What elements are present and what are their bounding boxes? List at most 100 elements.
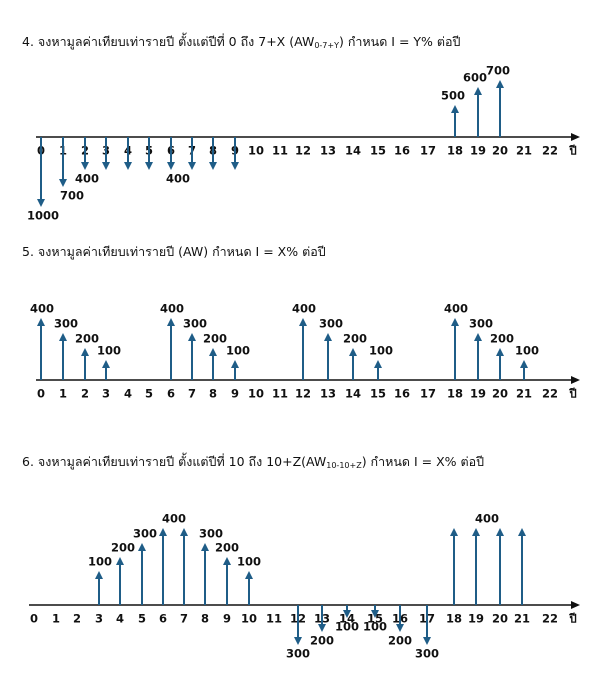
year-label: 1 bbox=[59, 387, 67, 401]
cash-flow-label: 100 bbox=[88, 555, 112, 569]
year-unit: ปี bbox=[569, 144, 577, 158]
cash-flow-label: 400 bbox=[475, 512, 499, 526]
year-label: 3 bbox=[102, 387, 110, 401]
year-label: 21 bbox=[514, 612, 530, 626]
arrowhead bbox=[231, 360, 239, 368]
year-label: 5 bbox=[138, 612, 146, 626]
cash-flow-label: 600 bbox=[463, 71, 487, 85]
year-label: 11 bbox=[272, 144, 288, 158]
year-label: 4 bbox=[116, 612, 124, 626]
cash-flow-label: 100 bbox=[515, 344, 539, 358]
title-tail: ) กำหนด I = X% ต่อปี bbox=[362, 454, 484, 469]
axis-arrowhead bbox=[571, 133, 580, 141]
year-label: 20 bbox=[492, 387, 508, 401]
cash-flow-label: 300 bbox=[183, 317, 207, 331]
arrowhead bbox=[167, 318, 175, 326]
cash-flow-label: 100 bbox=[237, 555, 261, 569]
year-label: 8 bbox=[201, 612, 209, 626]
arrowhead bbox=[474, 87, 482, 95]
year-label: 9 bbox=[231, 387, 239, 401]
cash-flow-label: 700 bbox=[60, 189, 84, 203]
arrowhead bbox=[102, 360, 110, 368]
year-label: 2 bbox=[73, 612, 81, 626]
cash-flow-label: 400 bbox=[160, 302, 184, 316]
cash-flow-label: 300 bbox=[469, 317, 493, 331]
year-label: 7 bbox=[188, 387, 196, 401]
cash-flow-label: 400 bbox=[30, 302, 54, 316]
cash-flow-label: 500 bbox=[441, 89, 465, 103]
year-label: 15 bbox=[370, 144, 386, 158]
year-label: 16 bbox=[394, 387, 410, 401]
arrowhead bbox=[188, 333, 196, 341]
arrowhead bbox=[472, 528, 480, 536]
cash-flow-label: 200 bbox=[75, 332, 99, 346]
cash-flow-label: 200 bbox=[215, 541, 239, 555]
arrowhead bbox=[371, 610, 379, 618]
problem-title: 4. จงหามูลค่าเทียบเท่ารายปี ตั้งแต่ปีที่… bbox=[22, 32, 461, 50]
year-label: 19 bbox=[470, 387, 486, 401]
year-label: 21 bbox=[516, 387, 532, 401]
cash-flow-label: 200 bbox=[388, 634, 412, 648]
arrowhead bbox=[374, 360, 382, 368]
year-label: 18 bbox=[447, 144, 463, 158]
year-label: 2 bbox=[81, 387, 89, 401]
arrowhead bbox=[145, 162, 153, 170]
arrowhead bbox=[318, 624, 326, 632]
cash-flow-label: 300 bbox=[415, 647, 439, 661]
arrowhead bbox=[201, 543, 209, 551]
title-subscript: 0-7+Y bbox=[314, 41, 339, 50]
year-unit: ปี bbox=[569, 612, 577, 626]
title-text: 4. จงหามูลค่าเทียบเท่ารายปี ตั้งแต่ปีที่… bbox=[22, 32, 314, 50]
arrowhead bbox=[451, 105, 459, 113]
cash-flow-label: 100 bbox=[363, 620, 387, 634]
arrowhead bbox=[231, 162, 239, 170]
year-label: 15 bbox=[367, 612, 383, 626]
cash-flow-label: 200 bbox=[111, 541, 135, 555]
year-unit: ปี bbox=[569, 387, 577, 401]
cash-flow-label: 700 bbox=[486, 64, 510, 78]
year-label: 18 bbox=[447, 387, 463, 401]
year-label: 20 bbox=[492, 612, 508, 626]
arrowhead bbox=[159, 528, 167, 536]
title-subscript: 10-10+Z bbox=[326, 461, 362, 470]
arrowhead bbox=[294, 637, 302, 645]
year-label: 6 bbox=[167, 387, 175, 401]
arrowhead bbox=[343, 610, 351, 618]
cash-flow-label: 300 bbox=[199, 527, 223, 541]
year-label: 5 bbox=[145, 387, 153, 401]
title-text: 5. จงหามูลค่าเทียบเท่ารายปี (AW) กำหนด I… bbox=[22, 244, 326, 260]
arrowhead bbox=[209, 162, 217, 170]
cash-flow-label: 100 bbox=[335, 620, 359, 634]
year-label: 0 bbox=[37, 387, 45, 401]
arrowhead bbox=[37, 318, 45, 326]
year-label: 22 bbox=[542, 612, 558, 626]
problem-title: 5. จงหามูลค่าเทียบเท่ารายปี (AW) กำหนด I… bbox=[22, 244, 326, 260]
cash-flow-label: 300 bbox=[319, 317, 343, 331]
arrowhead bbox=[81, 162, 89, 170]
arrowhead bbox=[59, 333, 67, 341]
arrowhead bbox=[518, 528, 526, 536]
year-label: 19 bbox=[468, 612, 484, 626]
arrowhead bbox=[520, 360, 528, 368]
year-label: 10 bbox=[248, 387, 264, 401]
arrowhead bbox=[245, 571, 253, 579]
year-label: 4 bbox=[124, 387, 132, 401]
problem-title: 6. จงหามูลค่าเทียบเท่ารายปี ตั้งแต่ปีที่… bbox=[22, 452, 484, 470]
year-label: 19 bbox=[470, 144, 486, 158]
arrowhead bbox=[188, 162, 196, 170]
year-label: 13 bbox=[320, 387, 336, 401]
year-label: 0 bbox=[30, 612, 38, 626]
axis-arrowhead bbox=[571, 376, 580, 384]
arrowhead bbox=[95, 571, 103, 579]
arrowhead bbox=[81, 348, 89, 356]
arrowhead bbox=[474, 333, 482, 341]
arrowhead bbox=[496, 348, 504, 356]
year-label: 16 bbox=[394, 144, 410, 158]
cash-flow-label: 400 bbox=[75, 172, 99, 186]
year-label: 10 bbox=[241, 612, 257, 626]
arrowhead bbox=[124, 162, 132, 170]
cash-flow-label: 400 bbox=[162, 512, 186, 526]
cash-flow-label: 200 bbox=[203, 332, 227, 346]
arrowhead bbox=[116, 557, 124, 565]
cash-flow-label: 200 bbox=[490, 332, 514, 346]
